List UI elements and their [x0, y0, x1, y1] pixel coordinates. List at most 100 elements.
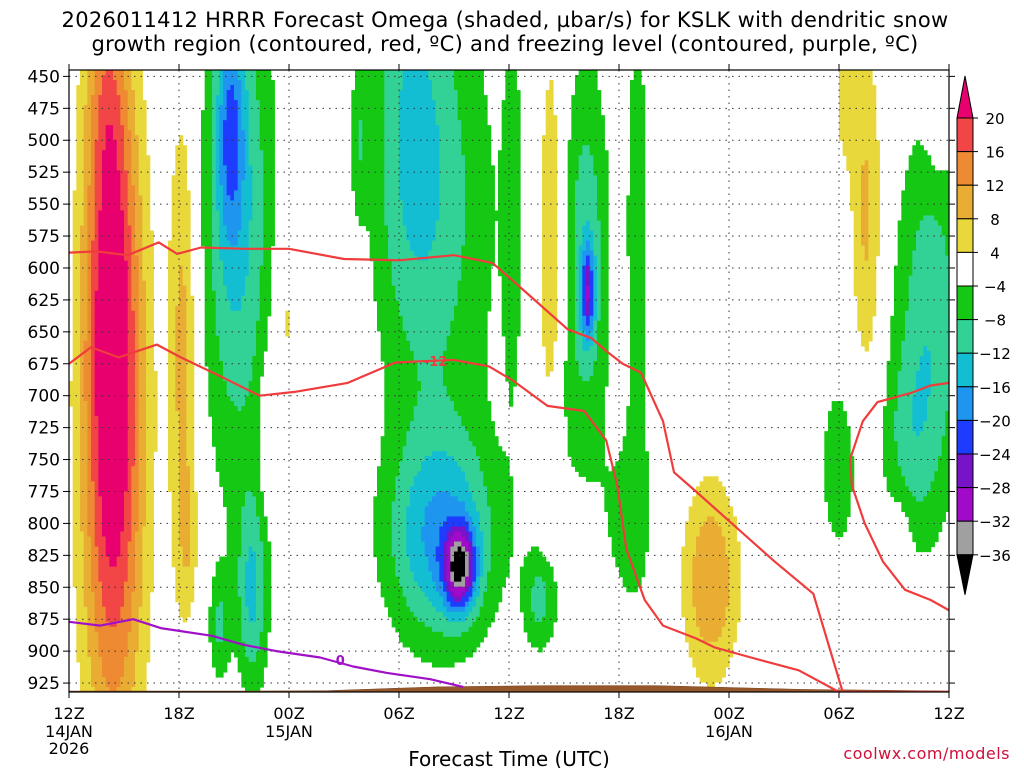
omega-cell [597, 340, 609, 347]
omega-cell [630, 95, 646, 101]
omega-cell [182, 546, 191, 553]
omega-cell [87, 436, 92, 442]
omega-cell [432, 661, 455, 668]
omega-cell [135, 120, 147, 126]
omega-cell [399, 466, 422, 472]
omega-cell [237, 135, 246, 141]
omega-cell [116, 561, 129, 568]
omega-cell [175, 330, 187, 337]
omega-cell [446, 591, 451, 598]
omega-cell [72, 566, 85, 573]
colorbar-label: −24 [979, 446, 1011, 464]
omega-cell [186, 431, 195, 437]
omega-cell [542, 215, 558, 222]
omega-cell [501, 300, 521, 307]
omega-cell [241, 80, 246, 86]
omega-cell [127, 461, 136, 467]
colorbar-label: −20 [979, 412, 1011, 430]
omega-cell [131, 601, 143, 608]
omega-cell [135, 340, 140, 347]
omega-cell [465, 591, 473, 598]
omega-cell [883, 471, 902, 477]
omega-cell [223, 215, 242, 222]
omega-cell [87, 230, 96, 237]
omega-cell [523, 621, 554, 628]
omega-cell [406, 235, 437, 242]
omega-cell [446, 531, 455, 538]
omega-cell [479, 556, 484, 563]
omega-cell [384, 365, 418, 372]
omega-cell [505, 80, 517, 86]
omega-cell [80, 345, 85, 352]
omega-cell [190, 531, 198, 538]
omega-cell [241, 676, 264, 683]
omega-cell [226, 115, 239, 121]
omega-cell [626, 200, 646, 207]
omega-cell [131, 536, 136, 543]
omega-cell [901, 340, 949, 347]
omega-cell [248, 150, 264, 156]
omega-cell [215, 290, 228, 297]
omega-cell [589, 330, 594, 337]
omega-cell [439, 200, 466, 207]
omega-cell [894, 426, 913, 432]
omega-cell [80, 240, 88, 247]
omega-cell [91, 275, 99, 282]
omega-cell [373, 541, 393, 548]
omega-cell [80, 230, 88, 237]
omega-cell [861, 205, 869, 212]
omega-cell [729, 576, 741, 583]
omega-cell [263, 205, 275, 212]
omega-cell [190, 561, 198, 568]
credit-text[interactable]: coolwx.com/models [843, 744, 1010, 763]
omega-cell [80, 431, 88, 437]
omega-cell [212, 416, 261, 422]
omega-cell [146, 375, 158, 382]
omega-cell [83, 210, 88, 217]
omega-cell [582, 285, 587, 292]
omega-cell [263, 220, 275, 227]
omega-cell [116, 145, 125, 151]
omega-cell [542, 290, 558, 297]
omega-cell [578, 260, 583, 267]
omega-cell [91, 466, 99, 472]
omega-cell [94, 370, 129, 377]
omega-cell [399, 461, 422, 467]
omega-cell [201, 185, 213, 191]
omega-cell [212, 85, 220, 91]
omega-cell [454, 541, 462, 548]
omega-cell [542, 300, 558, 307]
omega-cell [124, 586, 136, 593]
x-tick-label: 18Z [603, 704, 634, 723]
omega-cell [146, 456, 154, 462]
omega-cell [245, 75, 257, 81]
omega-cell [681, 566, 693, 573]
omega-cell [80, 686, 96, 692]
omega-cell [226, 285, 246, 292]
omega-cell [83, 150, 92, 156]
omega-cell [626, 195, 646, 202]
omega-cell [80, 255, 88, 262]
omega-cell [853, 265, 877, 272]
omega-cell [179, 416, 187, 422]
omega-cell [182, 280, 191, 287]
omega-cell [91, 471, 99, 477]
omega-cell [201, 215, 213, 222]
omega-cell [252, 165, 264, 171]
omega-cell [435, 556, 444, 563]
omega-cell [358, 125, 363, 131]
omega-cell [912, 411, 928, 417]
omega-cell [124, 666, 136, 673]
omega-cell [696, 546, 726, 553]
omega-cell [248, 240, 264, 247]
omega-cell [168, 245, 191, 252]
omega-cell [168, 476, 180, 482]
omega-cell [135, 656, 151, 663]
omega-cell [215, 666, 228, 673]
omega-cell [432, 571, 440, 578]
omega-cell [406, 551, 426, 558]
omega-cell [94, 295, 129, 302]
omega-cell [589, 275, 594, 282]
omega-cell [527, 631, 554, 638]
